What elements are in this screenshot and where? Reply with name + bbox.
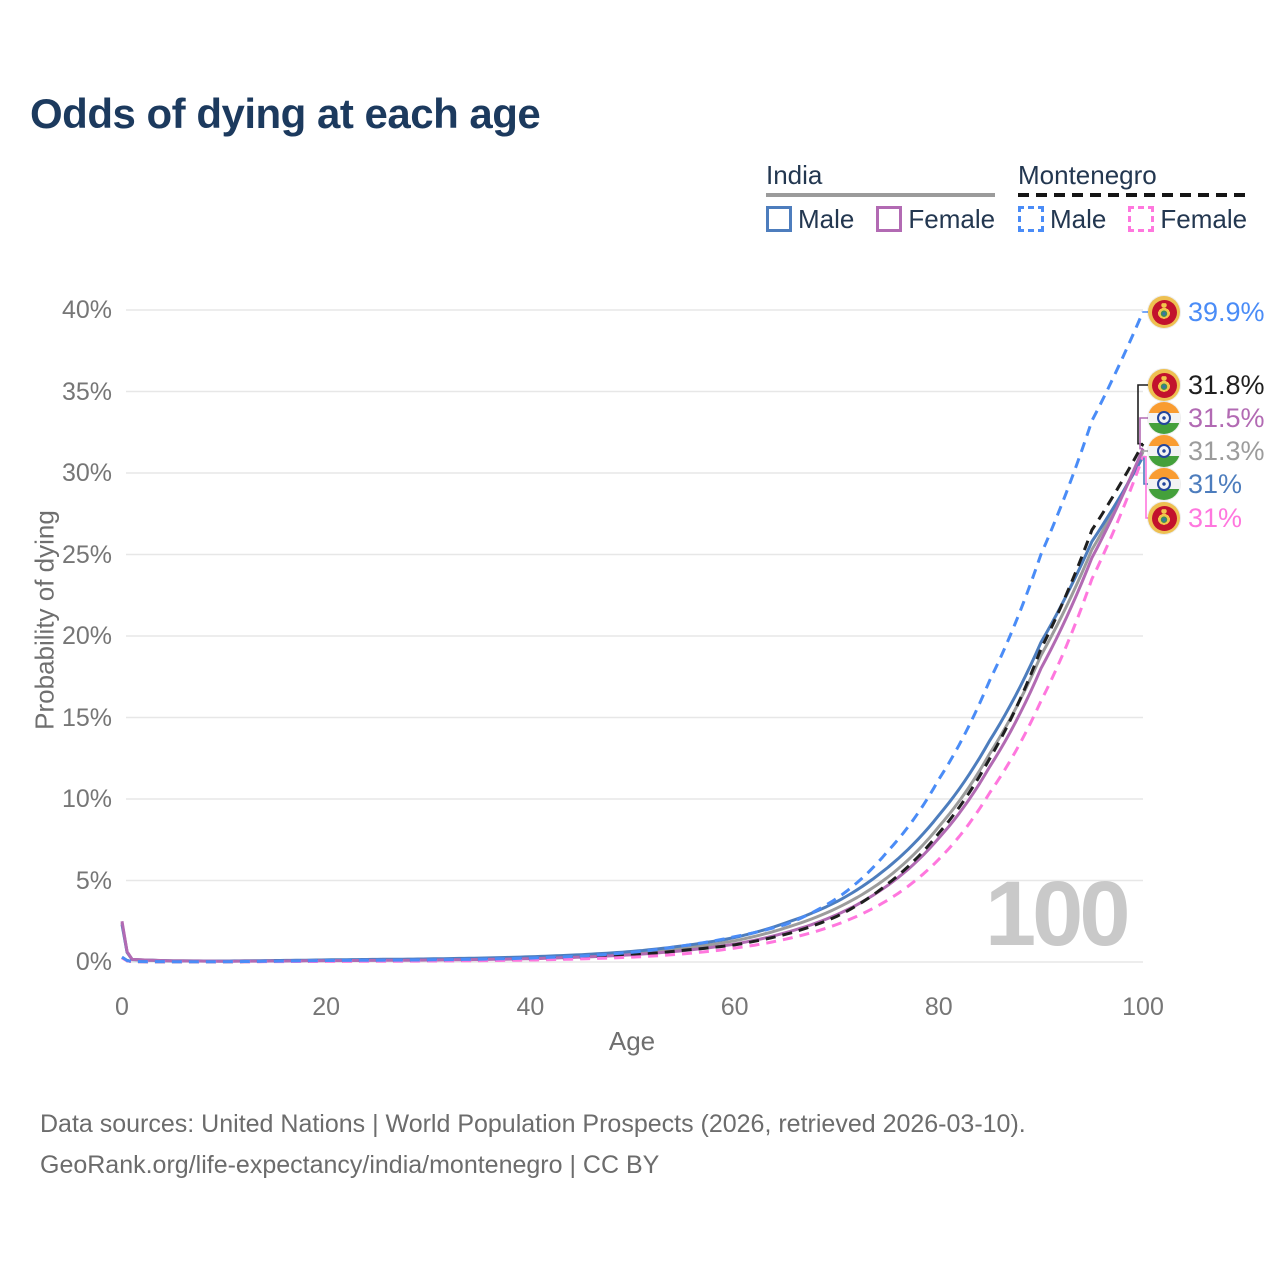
end-label-value: 39.9% bbox=[1188, 297, 1265, 327]
end-label-montenegro-female: 31% bbox=[1148, 502, 1242, 534]
end-label-value: 31.8% bbox=[1188, 370, 1265, 400]
legend-item-india-male[interactable]: Male bbox=[766, 206, 854, 232]
x-tick-label: 40 bbox=[516, 993, 545, 1021]
x-tick-label: 0 bbox=[115, 993, 129, 1021]
montenegro-male-swatch-icon bbox=[1018, 206, 1044, 232]
legend-group-india: India Male Female bbox=[766, 160, 996, 232]
page-title: Odds of dying at each age bbox=[30, 90, 541, 137]
x-tick-label: 80 bbox=[924, 993, 953, 1021]
y-tick-label: 5% bbox=[75, 866, 112, 895]
end-label-value: 31% bbox=[1188, 469, 1243, 499]
legend-group-montenegro: Montenegro Male Female bbox=[1018, 160, 1248, 232]
y-tick-label: 40% bbox=[61, 296, 112, 324]
india-male-swatch-icon bbox=[766, 206, 792, 232]
leader-line-india-female bbox=[1139, 417, 1148, 450]
legend-item-india-female[interactable]: Female bbox=[876, 206, 995, 232]
y-tick-label: 30% bbox=[61, 459, 112, 487]
montenegro-coat-of-arms-icon bbox=[1157, 509, 1171, 527]
x-axis-title: Age bbox=[608, 1026, 656, 1056]
legend-montenegro-underline bbox=[1018, 193, 1248, 197]
data-source-text: Data sources: United Nations | World Pop… bbox=[40, 1110, 1026, 1138]
legend-india-underline bbox=[766, 193, 996, 197]
leader-line-india-both bbox=[1141, 450, 1148, 453]
end-label-india-both: 31.3% bbox=[1148, 435, 1265, 467]
india-flag-icon bbox=[1148, 402, 1180, 434]
montenegro-flag-icon bbox=[1148, 369, 1180, 401]
x-tick-label: 20 bbox=[312, 993, 341, 1021]
end-label-value: 31% bbox=[1188, 503, 1243, 533]
montenegro-flag-icon bbox=[1148, 296, 1180, 328]
x-tick-label: 100 bbox=[1122, 993, 1164, 1021]
y-tick-label: 25% bbox=[61, 540, 112, 569]
end-label-montenegro-male: 39.9% bbox=[1148, 296, 1265, 328]
india-female-swatch-icon bbox=[876, 206, 903, 232]
end-label-value: 31.5% bbox=[1188, 403, 1265, 433]
india-flag-icon bbox=[1148, 468, 1180, 500]
montenegro-female-swatch-icon bbox=[1128, 206, 1155, 232]
legend-item-label: Female bbox=[908, 204, 996, 234]
y-tick-label: 20% bbox=[61, 622, 112, 650]
x-tick-label: 60 bbox=[720, 993, 749, 1021]
y-tick-label: 35% bbox=[61, 377, 112, 406]
end-label-value: 31.3% bbox=[1188, 436, 1265, 466]
legend-item-montenegro-female[interactable]: Female bbox=[1128, 206, 1247, 232]
legend-item-montenegro-male[interactable]: Male bbox=[1018, 206, 1106, 232]
legend-item-label: Male bbox=[1050, 204, 1107, 234]
leader-line-montenegro-female bbox=[1143, 455, 1148, 519]
end-label-india-male: 31% bbox=[1148, 468, 1242, 500]
legend-item-label: Male bbox=[798, 204, 855, 234]
series-line-montenegro-male bbox=[121, 311, 1145, 964]
y-tick-label: 10% bbox=[61, 785, 112, 813]
y-tick-label: 15% bbox=[61, 703, 112, 732]
age-watermark: 100 bbox=[985, 863, 1130, 965]
legend-montenegro-label: Montenegro bbox=[1018, 160, 1157, 190]
end-label-india-female: 31.5% bbox=[1148, 402, 1265, 434]
montenegro-flag-icon bbox=[1148, 502, 1180, 534]
india-flag-icon bbox=[1148, 435, 1180, 467]
end-label-montenegro-both: 31.8% bbox=[1148, 369, 1265, 401]
legend-item-label: Female bbox=[1160, 204, 1248, 234]
legend-india-label: India bbox=[766, 160, 823, 190]
attribution-text: GeoRank.org/life-expectancy/india/monten… bbox=[40, 1151, 660, 1179]
y-tick-label: 0% bbox=[75, 948, 112, 976]
montenegro-coat-of-arms-icon bbox=[1157, 376, 1171, 394]
montenegro-coat-of-arms-icon bbox=[1157, 303, 1171, 321]
